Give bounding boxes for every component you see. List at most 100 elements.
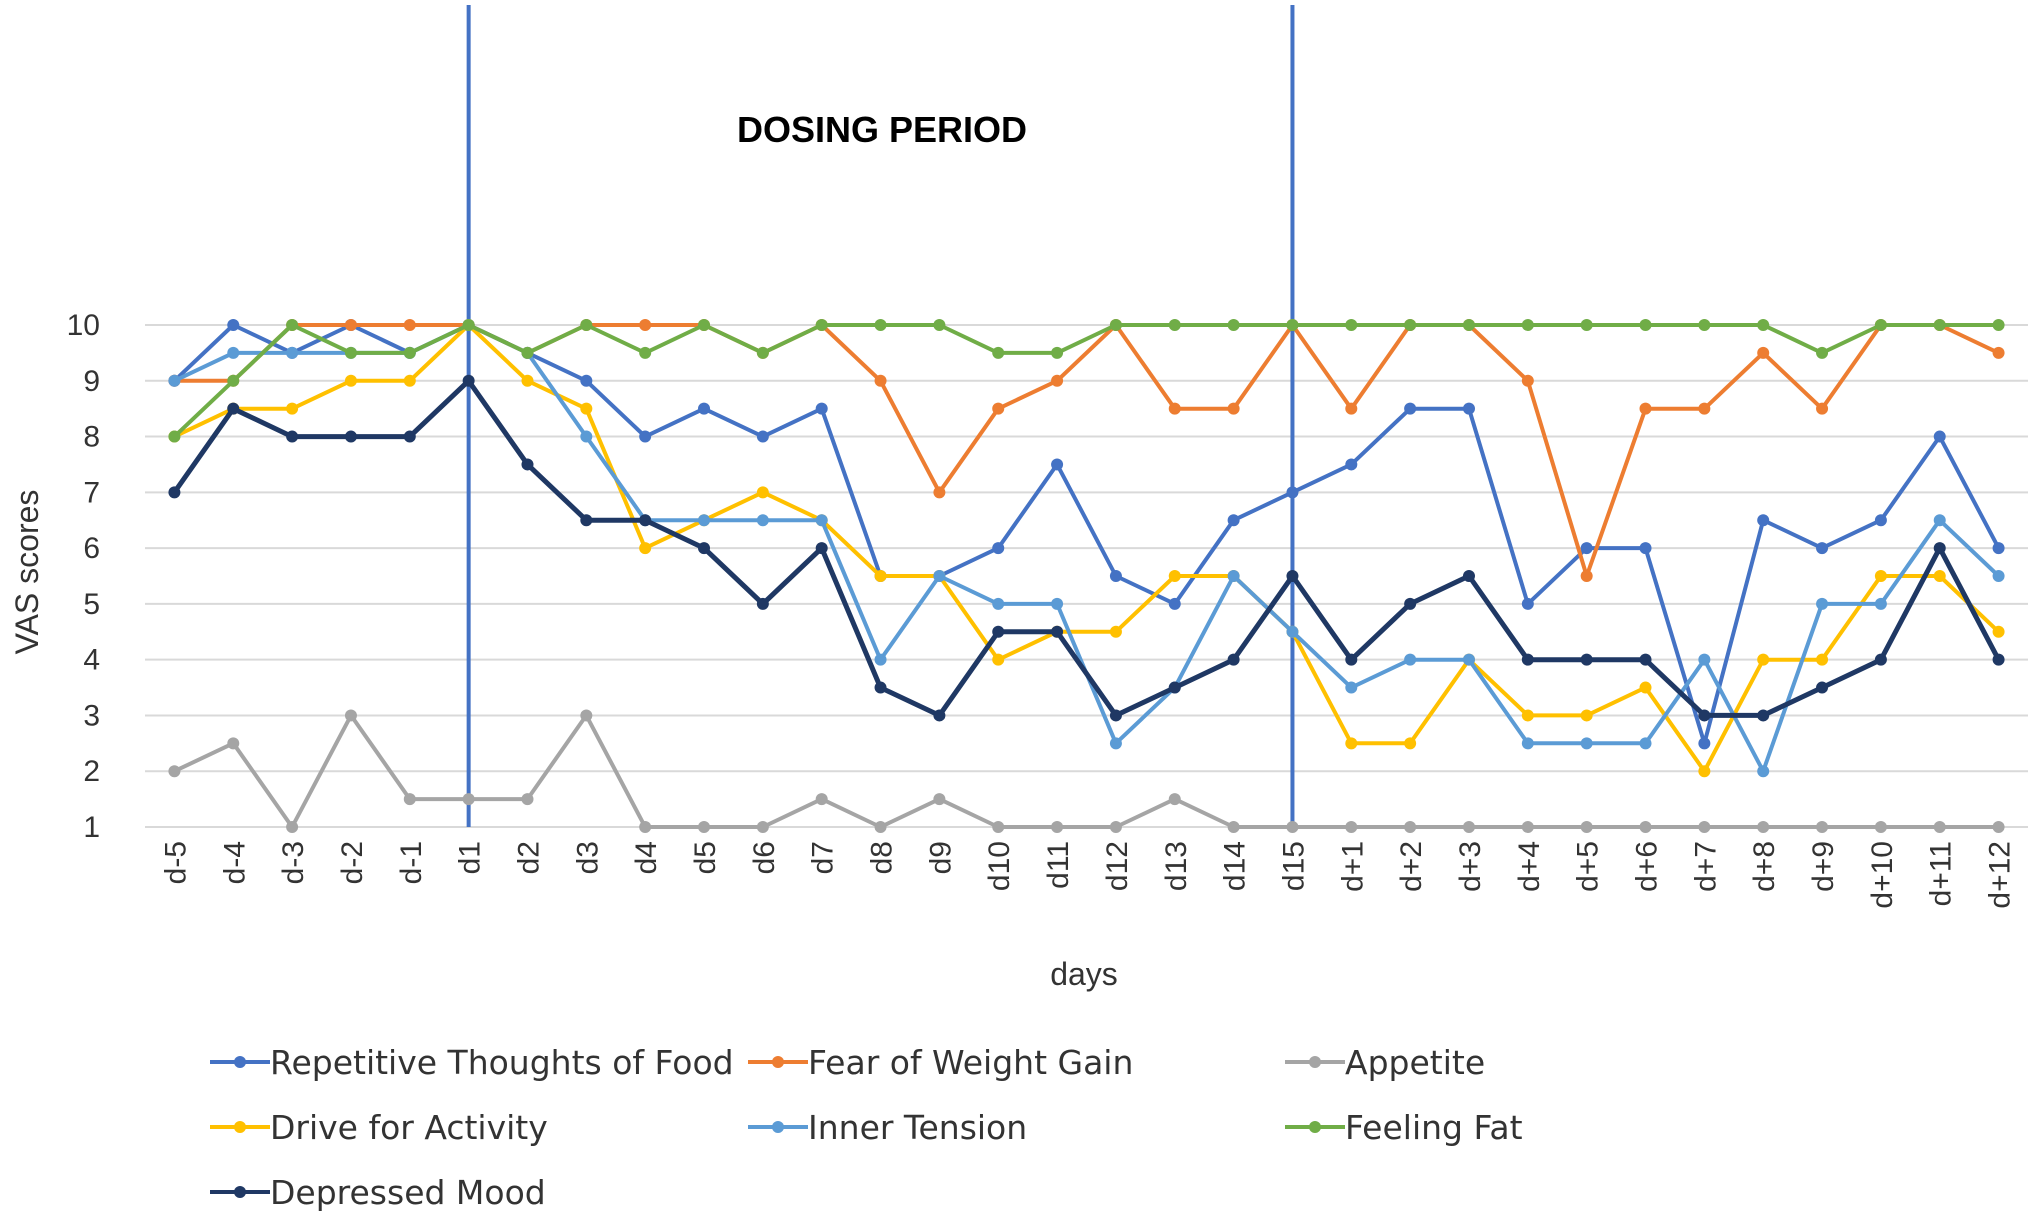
series-1 bbox=[168, 319, 2005, 582]
data-point bbox=[1580, 737, 1593, 750]
data-point bbox=[1286, 570, 1299, 582]
data-point bbox=[815, 319, 828, 331]
x-tick-label: d4 bbox=[630, 841, 663, 874]
x-tick-label: d+12 bbox=[1984, 841, 2017, 909]
data-point bbox=[462, 374, 475, 387]
data-point bbox=[1757, 709, 1770, 722]
x-tick-label: d15 bbox=[1277, 841, 1310, 891]
data-point bbox=[1404, 597, 1417, 610]
x-tick-label: d+3 bbox=[1454, 841, 1487, 892]
data-point bbox=[874, 681, 887, 694]
series-line bbox=[173, 323, 2000, 774]
legend-item: Appetite bbox=[1285, 1043, 1485, 1082]
x-tick-label: d10 bbox=[983, 841, 1016, 891]
data-point bbox=[168, 765, 181, 778]
data-point bbox=[1992, 625, 2005, 638]
data-point bbox=[1462, 402, 1475, 415]
data-point bbox=[756, 514, 769, 527]
data-point bbox=[1051, 346, 1064, 359]
x-tick-label: d14 bbox=[1219, 841, 1252, 891]
data-point bbox=[286, 319, 299, 331]
data-point bbox=[992, 542, 1005, 555]
data-point bbox=[1992, 653, 2005, 666]
data-point bbox=[992, 821, 1005, 833]
data-point bbox=[1345, 681, 1358, 694]
data-point bbox=[1286, 821, 1299, 833]
data-point bbox=[1404, 737, 1417, 750]
data-point bbox=[1227, 402, 1240, 415]
data-point bbox=[992, 402, 1005, 415]
data-point bbox=[1639, 402, 1652, 415]
data-point bbox=[1992, 319, 2005, 331]
x-tick-label: d11 bbox=[1042, 841, 1075, 889]
data-point bbox=[1521, 319, 1534, 331]
data-point bbox=[815, 793, 828, 806]
data-point bbox=[1462, 319, 1475, 331]
data-point bbox=[344, 319, 357, 331]
data-point bbox=[1580, 821, 1593, 833]
data-point bbox=[1992, 570, 2005, 582]
series-5 bbox=[168, 319, 2005, 443]
data-point bbox=[1051, 625, 1064, 638]
data-point bbox=[1698, 319, 1711, 331]
series-line bbox=[173, 323, 1999, 439]
data-point bbox=[1227, 653, 1240, 666]
x-tick-label: d+5 bbox=[1572, 841, 1605, 892]
data-point bbox=[933, 793, 946, 806]
data-point bbox=[933, 709, 946, 722]
data-point bbox=[168, 374, 181, 387]
data-point bbox=[521, 458, 534, 471]
data-point bbox=[1933, 514, 1946, 527]
data-point bbox=[1109, 709, 1122, 722]
data-point bbox=[1639, 542, 1652, 555]
data-point bbox=[521, 346, 534, 359]
gridlines bbox=[145, 324, 2028, 828]
data-point bbox=[344, 709, 357, 722]
data-point bbox=[1345, 821, 1358, 833]
data-point bbox=[1816, 542, 1829, 555]
data-point bbox=[1168, 570, 1181, 582]
series-lines bbox=[168, 319, 2005, 833]
x-tick-label: d+4 bbox=[1513, 841, 1546, 892]
data-point bbox=[286, 430, 299, 443]
data-point bbox=[1698, 402, 1711, 415]
legend-item: Drive for Activity bbox=[210, 1108, 548, 1147]
x-tick-label: d+10 bbox=[1866, 841, 1899, 909]
series-6 bbox=[168, 374, 2005, 722]
data-point bbox=[1404, 319, 1417, 331]
data-point bbox=[1404, 821, 1417, 833]
data-point bbox=[1109, 625, 1122, 638]
data-point bbox=[874, 653, 887, 666]
data-point bbox=[698, 319, 711, 331]
data-point bbox=[1639, 653, 1652, 666]
data-point bbox=[698, 514, 711, 527]
data-point bbox=[1168, 319, 1181, 331]
data-point bbox=[1521, 821, 1534, 833]
x-tick-label: d5 bbox=[689, 841, 722, 874]
data-point bbox=[992, 625, 1005, 638]
data-point bbox=[1816, 681, 1829, 694]
data-point bbox=[639, 542, 652, 555]
data-point bbox=[1639, 821, 1652, 833]
y-tick-label: 6 bbox=[83, 532, 100, 565]
data-point bbox=[1521, 709, 1534, 722]
data-point bbox=[1757, 514, 1770, 527]
data-point bbox=[1462, 821, 1475, 833]
data-point bbox=[1639, 319, 1652, 331]
y-tick-label: 8 bbox=[83, 421, 100, 454]
data-point bbox=[227, 374, 240, 387]
data-point bbox=[639, 430, 652, 443]
y-tick-label: 4 bbox=[83, 644, 100, 677]
x-tick-label: d2 bbox=[512, 841, 545, 874]
data-point bbox=[168, 486, 181, 499]
data-point bbox=[1992, 346, 2005, 359]
x-tick-labels: d-5 d-4 d-3 d-2 d-1 d1 d2 d3 d4 d5 d6 d7 d8 d9 d10 d11 d… bbox=[159, 841, 2016, 909]
dosing-period-markers bbox=[466, 5, 1295, 827]
data-point bbox=[874, 570, 887, 582]
legend-swatch-marker bbox=[1309, 1121, 1321, 1133]
data-point bbox=[1227, 570, 1240, 582]
data-point bbox=[1168, 402, 1181, 415]
data-point bbox=[1933, 570, 1946, 582]
x-tick-label: d-1 bbox=[395, 841, 428, 884]
